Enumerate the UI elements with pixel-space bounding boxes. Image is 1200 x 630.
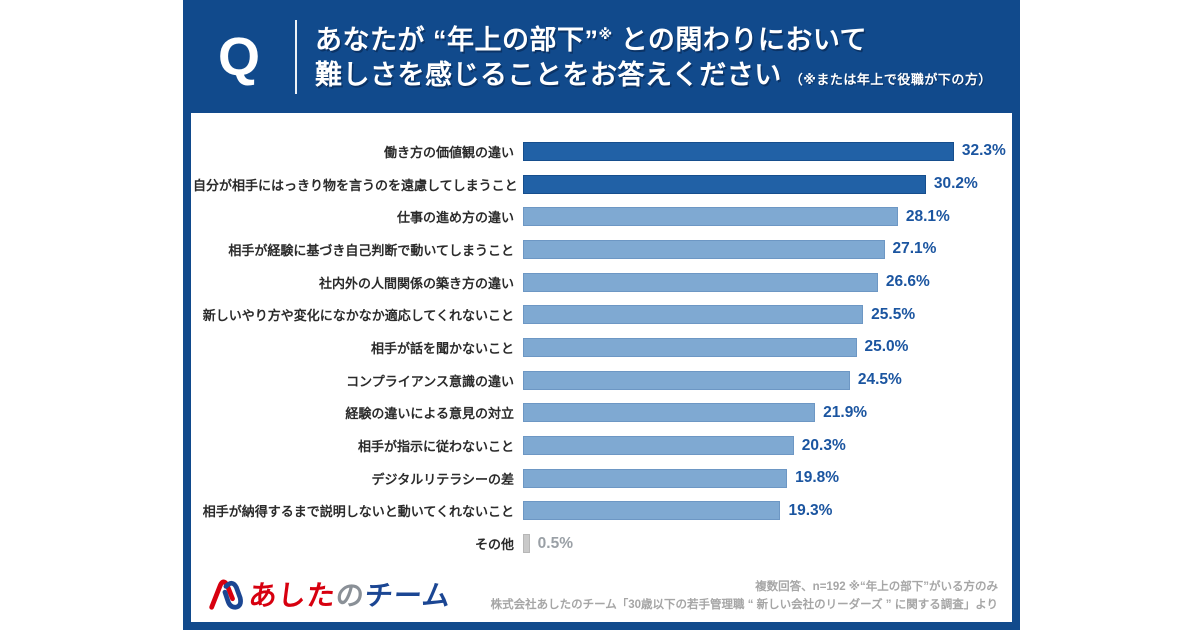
bar [523,272,878,292]
title-line-2-text: 難しさを感じることをお答えください [315,59,782,90]
bar-track: 0.5% [523,534,998,554]
bar [523,436,794,456]
bar [523,403,816,423]
bar-chart: 働き方の価値観の違い 32.3% 自分が相手にはっきり物を言うのを遠慮してしまうこと… [193,135,1006,560]
chart-row: 相手が話を聞かないこと 25.0% [193,331,998,364]
category-label: 相手が経験に基づき自己判断で動いてしまうこと [228,242,514,258]
bar [523,501,781,521]
title-footnote: （※または年上で役職が下の方） [789,71,992,87]
value-label: 26.6% [885,273,930,291]
chart-row: 相手が納得するまで説明しないと動いてくれないこと 19.3% [193,495,998,528]
bar [523,141,954,161]
value-label: 25.0% [864,338,909,356]
bar-track: 19.3% [523,501,998,521]
bar-track: 24.5% [523,370,998,390]
bar-track: 20.3% [523,436,998,456]
bar [523,534,530,554]
value-label: 19.3% [788,501,833,519]
chart-row: 仕事の進め方の違い 28.1% [193,200,998,233]
bar-track: 26.6% [523,272,998,292]
value-label: 20.3% [801,436,846,454]
value-label: 0.5% [537,534,573,552]
value-label: 25.5% [871,305,916,323]
paperclip-logo-icon [209,579,243,610]
chart-row: 自分が相手にはっきり物を言うのを遠慮してしまうこと 30.2% [193,168,998,201]
bar [523,305,864,325]
bar [523,468,788,488]
bar [523,174,926,194]
category-label: デジタルリテラシーの差 [371,471,514,487]
chart-row: 経験の違いによる意見の対立 21.9% [193,397,998,430]
bar-track: 30.2% [523,174,998,194]
chart-row: 相手が指示に従わないこと 20.3% [193,429,998,462]
category-label: その他 [474,537,514,553]
question-header: Q あなたが “年上の部下”※ との関わりにおいて 難しさを感じることをお答えく… [183,0,1020,113]
header-divider [295,19,297,94]
company-logo: あしたのチーム [205,574,453,614]
value-label: 32.3% [961,142,1006,160]
source-attribution: 複数回答、n=192 ※“年上の部下”がいる方のみ 株式会社あしたのチーム「30… [491,578,998,614]
chart-row: コンプライアンス意識の違い 24.5% [193,364,998,397]
bar-track: 21.9% [523,403,998,423]
title-line-1: あなたが “年上の部下”※ との関わりにおいて [315,17,992,58]
value-label: 28.1% [905,207,950,225]
panel-footer: あしたのチーム 複数回答、n=192 ※“年上の部下”がいる方のみ 株式会社あし… [205,574,998,614]
chart-panel: 働き方の価値観の違い 32.3% 自分が相手にはっきり物を言うのを遠慮してしまうこと… [183,113,1020,630]
value-label: 19.8% [795,469,840,487]
chart-row: 働き方の価値観の違い 32.3% [193,135,1006,168]
category-label: 社内外の人間関係の築き方の違い [318,275,514,291]
logo-wordmark: あしたのチーム [247,574,453,614]
title-asterisk: ※ [598,25,613,42]
category-label: 新しいやり方や変化になかなか適応してくれないこと [202,308,514,324]
chart-row: 新しいやり方や変化になかなか適応してくれないこと 25.5% [193,298,998,331]
chart-row: 社内外の人間関係の築き方の違い 26.6% [193,266,998,299]
question-title: あなたが “年上の部下”※ との関わりにおいて 難しさを感じることをお答えくださ… [315,17,992,97]
value-label: 24.5% [857,371,902,389]
bar-track: 27.1% [523,239,998,259]
category-label: 自分が相手にはっきり物を言うのを遠慮してしまうこと [193,177,518,193]
category-label: 相手が指示に従わないこと [357,439,514,455]
category-label: 仕事の進め方の違い [396,210,514,226]
title-line-2: 難しさを感じることをお答えください （※または年上で役職が下の方） [315,58,992,97]
logo-text-no: の [334,580,367,611]
category-label: コンプライアンス意識の違い [346,373,514,389]
chart-row: デジタルリテラシーの差 19.8% [193,462,998,495]
logo-text-team: チーム [363,580,453,611]
category-label: 相手が話を聞かないこと [370,340,514,356]
bar-track: 19.8% [523,468,998,488]
source-line-1: 複数回答、n=192 ※“年上の部下”がいる方のみ [755,581,998,593]
chart-row: 相手が経験に基づき自己判断で動いてしまうこと 27.1% [193,233,998,266]
title-line-1-rest: との関わりにおいて [612,24,868,55]
bar-track: 25.0% [523,337,998,357]
bar-track: 25.5% [523,305,998,325]
value-label: 30.2% [933,175,978,193]
category-label: 相手が納得するまで説明しないと動いてくれないこと [202,504,514,520]
q-mark: Q [217,26,260,87]
bar-track: 28.1% [523,207,998,227]
bar [523,207,898,227]
source-line-2: 株式会社あしたのチーム「30歳以下の若手管理職 “ 新しい会社のリーダーズ ” … [490,599,998,611]
value-label: 21.9% [823,403,868,421]
category-label: 経験の違いによる意見の対立 [345,406,514,422]
bar [523,370,850,390]
bar [523,239,885,259]
category-label: 働き方の価値観の違い [383,144,514,160]
logo-text-ashita: あした [247,580,338,611]
value-label: 27.1% [892,240,937,258]
bar-track: 32.3% [523,141,1006,161]
chart-row: その他 0.5% [193,527,998,560]
title-line-1-text: あなたが “年上の部下” [315,24,599,55]
bar [523,337,857,357]
